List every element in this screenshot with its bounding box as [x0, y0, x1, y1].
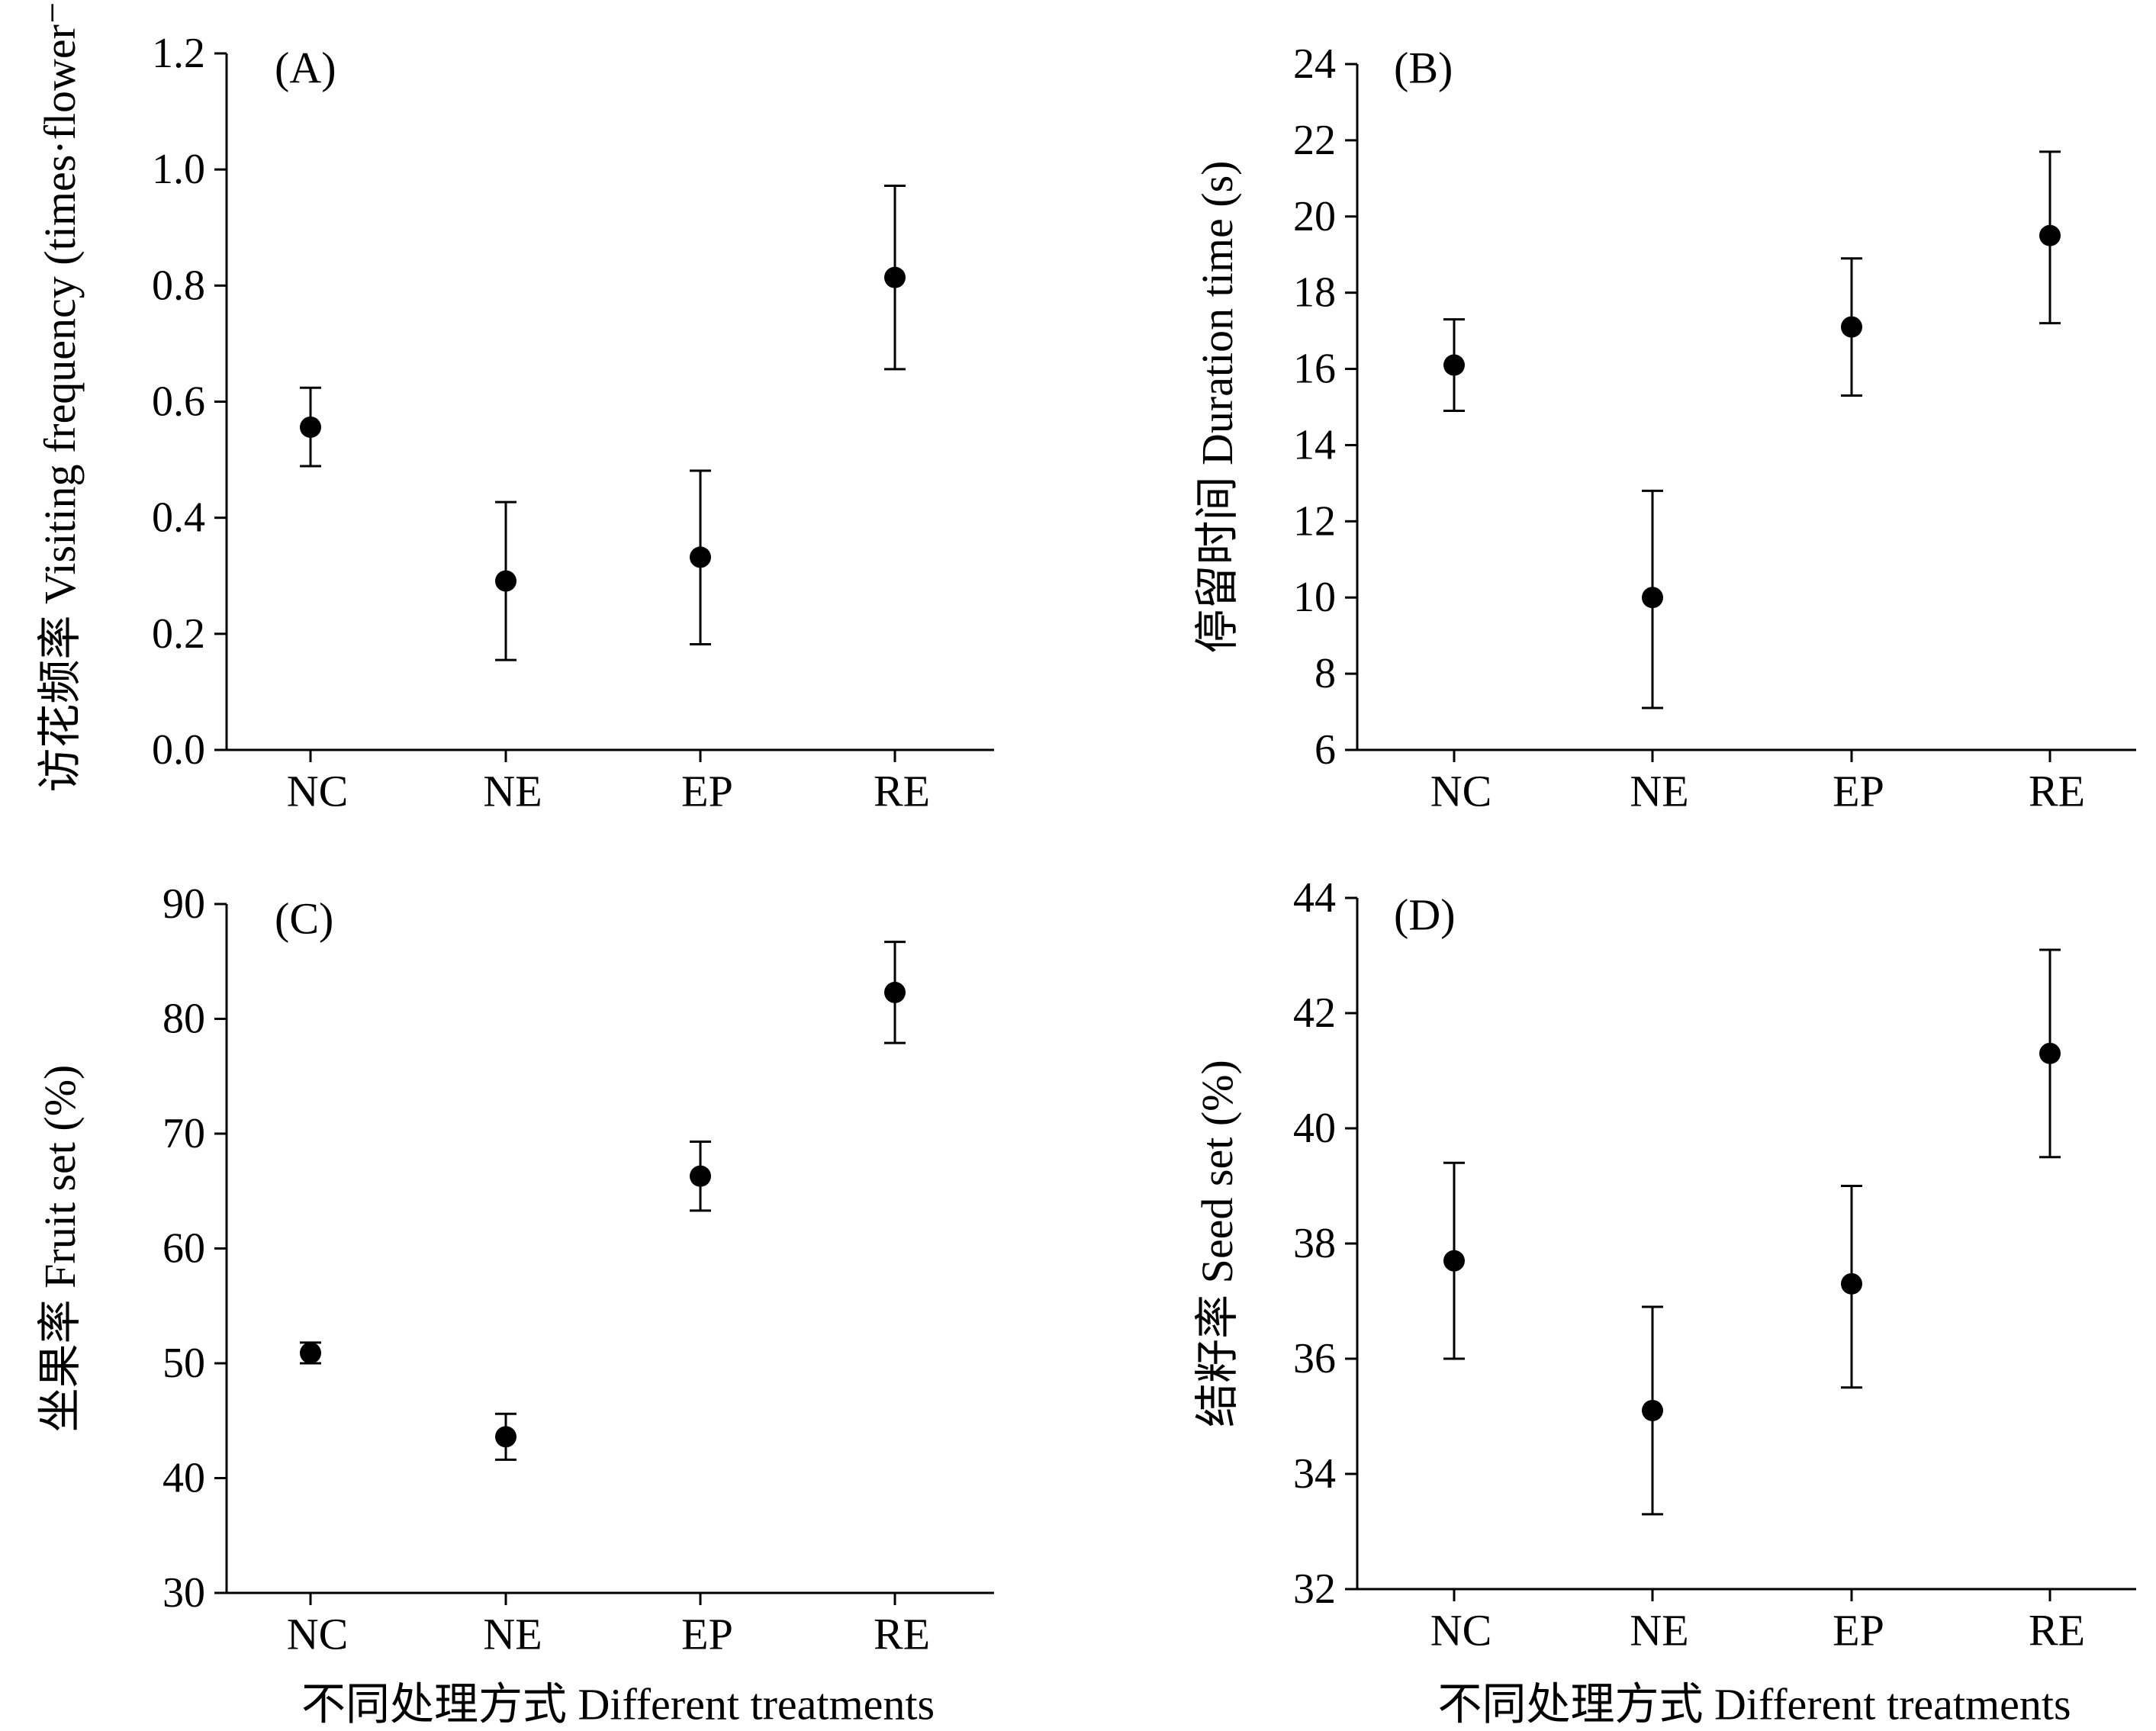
y-tick-label: 16: [1293, 346, 1336, 393]
x-category-label: NC: [287, 766, 349, 816]
data-point: [690, 1165, 711, 1187]
y-axis-title-en: Duration time (s): [1192, 161, 1242, 477]
data-point: [2039, 1042, 2061, 1064]
data-point: [495, 1426, 516, 1448]
y-tick-label: 14: [1293, 421, 1336, 468]
y-tick-label: 40: [163, 1455, 205, 1502]
y-tick-label: 44: [1293, 874, 1336, 922]
y-axis-title: 坐果率 Fruit set (%): [35, 1065, 85, 1433]
chart-panel-d: 32 34 36 38 40 42 44 NC NE EP RE (D) 结籽率 Seed set (%…: [1192, 874, 2136, 1729]
x-axis-title: 不同处理方式 Different treatments: [301, 1679, 935, 1729]
y-tick-label: 1.2: [152, 30, 205, 77]
y-tick-label: 80: [163, 996, 205, 1043]
x-category-label: NE: [483, 766, 542, 816]
data-point: [690, 546, 711, 568]
y-axis-title: 访花频率 Visiting frequency (times·flower⁻¹·…: [35, 0, 85, 793]
x-category-label: RE: [874, 766, 930, 816]
x-category-label: EP: [681, 1609, 733, 1659]
x-category-label: NE: [1630, 1605, 1688, 1655]
x-category-label: RE: [2029, 1605, 2085, 1655]
y-tick-label: 0.0: [152, 726, 205, 774]
data-point: [300, 1342, 321, 1364]
data-point: [1642, 1399, 1663, 1421]
x-category-label: EP: [1833, 1605, 1884, 1655]
x-category-label: EP: [1833, 766, 1884, 816]
y-tick-label: 42: [1293, 989, 1336, 1037]
data-point: [2039, 224, 2061, 246]
x-category-label: EP: [681, 766, 733, 816]
y-tick-label: 36: [1293, 1335, 1336, 1382]
x-axis-title: 不同处理方式 Different treatments: [1437, 1679, 2071, 1729]
y-axis-title-en: Seed set (%): [1192, 1060, 1242, 1295]
y-axis-title: 结籽率 Seed set (%): [1192, 1060, 1242, 1427]
x-category-label: NE: [1630, 766, 1688, 816]
panel-label: (D): [1394, 890, 1456, 939]
y-axis-title-en: Fruit set (%): [35, 1065, 85, 1300]
y-tick-label: 0.4: [152, 494, 205, 542]
y-axis-title-cn: 访花频率: [35, 615, 85, 792]
y-tick-label: 8: [1315, 650, 1336, 697]
y-tick-label: 12: [1293, 497, 1336, 545]
y-tick-label: 50: [163, 1340, 205, 1387]
x-category-label: NC: [287, 1609, 349, 1659]
data-point: [1841, 1273, 1862, 1295]
chart-panel-a: 0.0 0.2 0.4 0.6 0.8 1.0 1.2 NC NE EP RE (A) 访花频率 Vis…: [35, 0, 994, 816]
data-point: [1443, 1250, 1465, 1272]
data-point: [495, 570, 516, 592]
y-tick-label: 18: [1293, 269, 1336, 317]
y-tick-label: 24: [1293, 40, 1336, 88]
y-tick-label: 90: [163, 880, 205, 928]
data-point: [1443, 354, 1465, 376]
y-tick-label: 40: [1293, 1105, 1336, 1152]
y-tick-label: 34: [1293, 1450, 1336, 1498]
data-point: [1841, 316, 1862, 338]
y-axis-title-cn: 停留时间: [1192, 476, 1242, 653]
x-category-label: NC: [1430, 766, 1492, 816]
data-point: [884, 981, 906, 1003]
y-tick-label: 0.6: [152, 378, 205, 426]
y-tick-label: 32: [1293, 1565, 1336, 1613]
y-axis-title-cn: 结籽率: [1192, 1295, 1242, 1427]
y-axis-title-en: Visiting frequency (times·flower⁻¹·h⁻¹): [35, 0, 85, 615]
y-tick-label: 38: [1293, 1220, 1336, 1267]
y-tick-label: 1.0: [152, 146, 205, 193]
data-point: [300, 416, 321, 438]
data-point: [884, 266, 906, 288]
x-category-label: NE: [483, 1609, 542, 1659]
y-tick-label: 10: [1293, 574, 1336, 621]
panel-label: (A): [275, 43, 336, 92]
y-axis-title: 停留时间 Duration time (s): [1192, 161, 1242, 654]
y-tick-label: 20: [1293, 193, 1336, 240]
y-axis-title-cn: 坐果率: [35, 1299, 85, 1432]
y-tick-label: 6: [1315, 726, 1336, 774]
y-tick-label: 22: [1293, 117, 1336, 164]
y-tick-label: 0.8: [152, 262, 205, 309]
panel-label: (B): [1394, 43, 1453, 92]
y-tick-label: 70: [163, 1110, 205, 1157]
x-category-label: RE: [874, 1609, 930, 1659]
panel-label: (C): [275, 893, 333, 943]
x-category-label: RE: [2029, 766, 2085, 816]
chart-panel-b: 6 8 10 12 14 16 18 20 22 24 NC NE EP RE (B) 停留时间 Durati…: [1192, 40, 2136, 816]
chart-panel-c: 30 40 50 60 70 80 90 NC NE EP RE (C) 坐果率 Fruit set (…: [35, 880, 994, 1729]
data-point: [1642, 587, 1663, 609]
x-category-label: NC: [1430, 1605, 1492, 1655]
y-tick-label: 60: [163, 1225, 205, 1273]
y-tick-label: 0.2: [152, 610, 205, 658]
y-tick-label: 30: [163, 1569, 205, 1617]
